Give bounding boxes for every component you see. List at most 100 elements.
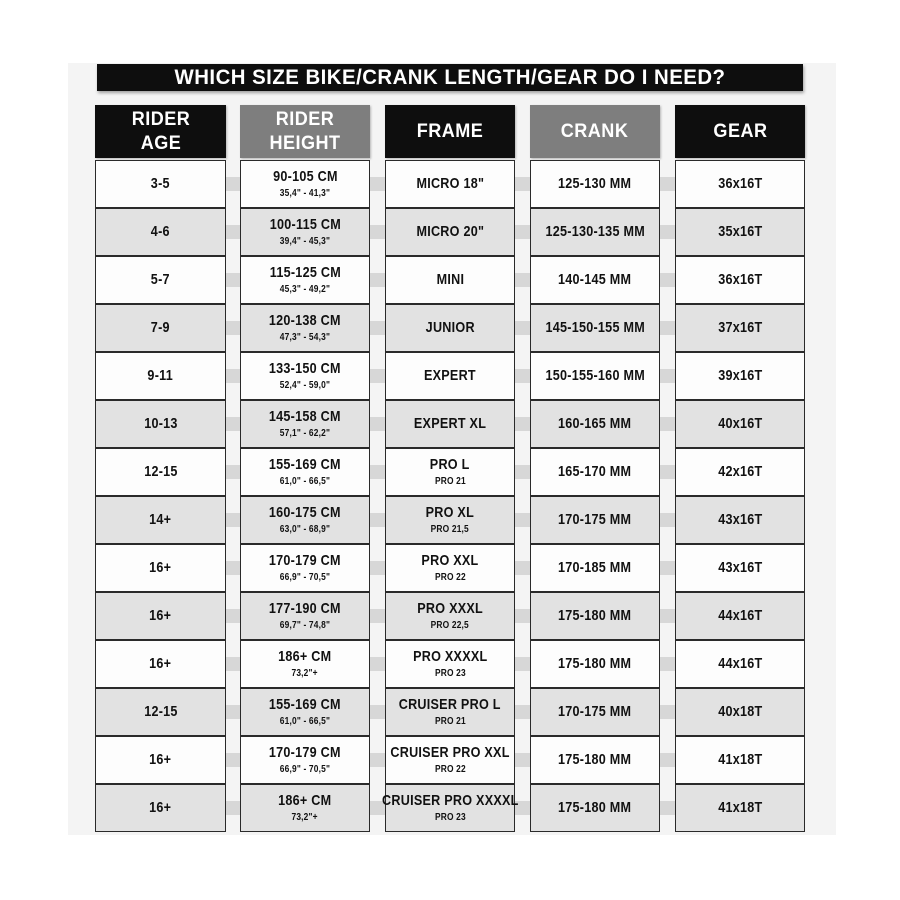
crank-value: 125-130-135 MM [545,222,645,240]
age-value: 3-5 [151,174,170,192]
height-sub-value: 35,4" - 41,3" [279,187,331,199]
gear-cell: 41x18T [675,784,805,832]
row-connector [657,321,678,335]
frame-sub-value: PRO 21 [434,475,466,487]
row-connector [512,321,533,335]
crank-cell: 175-180 MM [530,784,660,832]
gear-value: 43x16T [717,510,763,528]
age-cell: 16+ [95,736,226,784]
gear-value: 36x16T [717,270,763,288]
height-value: 120-138 CM [269,312,341,330]
crank-cell: 145-150-155 MM [530,304,660,352]
height-sub-value: 69,7" - 74,8" [279,619,331,631]
row-connector [657,705,678,719]
height-cell: 170-179 CM 66,9" - 70,5" [240,736,370,784]
gear-value: 35x16T [717,222,763,240]
row-connector [367,417,388,431]
crank-value: 175-180 MM [558,798,632,816]
frame-cell: CRUISER PRO XXXXL PRO 23 [382,784,518,832]
age-cell: 7-9 [95,304,226,352]
height-cell: 90-105 CM 35,4" - 41,3" [240,160,370,208]
age-value: 7-9 [151,318,170,336]
row-connector [223,801,243,815]
frame-value: EXPERT [424,366,476,384]
gear-cell: 41x18T [675,736,805,784]
row-connector [657,273,678,287]
gear-value: 41x18T [717,750,763,768]
row-connector [657,801,678,815]
crank-value: 150-155-160 MM [545,366,645,384]
height-value: 90-105 CM [272,168,338,186]
gear-cell: 39x16T [675,352,805,400]
age-value: 16+ [149,654,172,672]
age-cell: 14+ [95,496,226,544]
age-value: 12-15 [143,462,178,480]
row-connector [367,609,388,623]
row-connector [223,177,243,191]
height-value: 170-179 CM [269,744,341,762]
row-connector [223,273,243,287]
frame-cell: PRO XL PRO 21,5 [385,496,515,544]
height-cell: 133-150 CM 52,4" - 59,0" [240,352,370,400]
height-value: 160-175 CM [269,504,341,522]
row-connector [223,369,243,383]
chart-title: WHICH SIZE BIKE/CRANK LENGTH/GEAR DO I N… [174,65,726,89]
column-header-label: GEAR [712,120,768,142]
age-cell: 10-13 [95,400,226,448]
height-value: 133-150 CM [269,360,341,378]
age-cell: 9-11 [95,352,226,400]
height-sub-value: 57,1" - 62,2" [279,427,331,439]
frame-cell: PRO XXXL PRO 22,5 [385,592,515,640]
age-value: 5-7 [151,270,170,288]
row-connector [223,609,243,623]
gear-value: 39x16T [717,366,763,384]
frame-cell: MINI [385,256,515,304]
frame-value: MICRO 20" [416,222,484,240]
row-connector [367,273,388,287]
frame-sub-value: PRO 22,5 [430,619,470,631]
column-header-frame: FRAME [385,105,515,158]
row-connector [512,225,533,239]
age-cell: 16+ [95,544,226,592]
height-value: 155-169 CM [269,456,341,474]
row-connector [512,177,533,191]
frame-cell: EXPERT XL [385,400,515,448]
age-value: 16+ [149,798,172,816]
row-connector [657,369,678,383]
crank-value: 145-150-155 MM [545,318,645,336]
crank-value: 170-185 MM [558,558,632,576]
row-connector [223,705,243,719]
age-value: 9-11 [147,366,174,384]
height-sub-value: 63,0" - 68,9" [279,523,331,535]
row-connector [367,753,388,767]
row-connector [223,561,243,575]
row-connector [512,273,533,287]
row-connector [657,657,678,671]
age-cell: 16+ [95,640,226,688]
size-chart: WHICH SIZE BIKE/CRANK LENGTH/GEAR DO I N… [68,63,836,835]
age-value: 16+ [149,606,172,624]
gear-cell: 35x16T [675,208,805,256]
height-value: 177-190 CM [269,600,341,618]
height-value: 170-179 CM [269,552,341,570]
frame-cell: CRUISER PRO L PRO 21 [385,688,515,736]
row-connector [367,465,388,479]
frame-cell: JUNIOR [385,304,515,352]
gear-cell: 42x16T [675,448,805,496]
crank-value: 175-180 MM [558,606,632,624]
age-cell: 16+ [95,784,226,832]
gear-cell: 36x16T [675,160,805,208]
column-header-label: RIDER AGE [131,108,190,154]
height-cell: 186+ CM 73,2"+ [240,784,370,832]
height-cell: 120-138 CM 47,3" - 54,3" [240,304,370,352]
frame-sub-value: PRO 22 [434,763,466,775]
row-connector [367,177,388,191]
gear-value: 36x16T [717,174,763,192]
row-connector [367,801,388,815]
row-connector [223,225,243,239]
height-cell: 186+ CM 73,2"+ [240,640,370,688]
frame-value: CRUISER PRO XXL [390,744,510,762]
height-sub-value: 73,2"+ [291,667,319,679]
height-value: 115-125 CM [269,264,341,282]
gear-cell: 43x16T [675,496,805,544]
